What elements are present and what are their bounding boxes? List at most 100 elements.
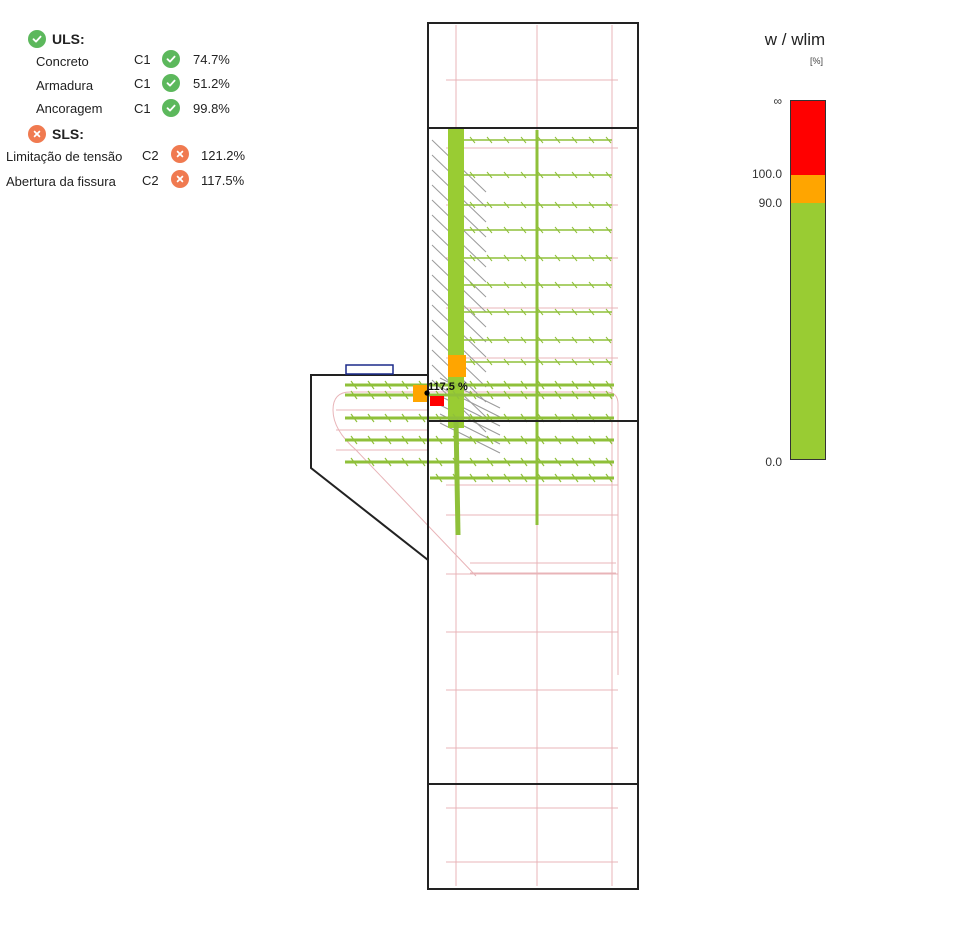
strut-tick	[554, 201, 561, 209]
strut-tick	[537, 308, 544, 316]
check-label-armadura: Armadura	[36, 78, 94, 93]
check-circle-icon	[162, 74, 180, 92]
strut-tick	[571, 254, 578, 262]
check-combo-concreto: C1	[134, 52, 151, 67]
strut-tick	[503, 358, 510, 366]
strut-tick	[588, 201, 595, 209]
strut-tick	[486, 226, 493, 234]
structure-outline	[310, 22, 639, 890]
check-value-concreto: 74.7%	[193, 52, 230, 67]
strut-tick	[520, 435, 528, 445]
strut-tick	[537, 457, 545, 467]
strut-tick	[588, 358, 595, 366]
strut-tick	[520, 254, 527, 262]
strut-tick	[537, 136, 544, 144]
strut-tick	[520, 336, 527, 344]
strut-tick	[605, 226, 612, 234]
strut-tick	[435, 380, 443, 390]
strut-tick	[588, 136, 595, 144]
strut-tick	[554, 457, 562, 467]
check-label-limitacao-tensao: Limitação de tensão	[6, 149, 123, 164]
strut-tick	[605, 201, 612, 209]
strut-tick	[350, 380, 358, 390]
legend-tick-0: 0.0	[765, 455, 782, 469]
strut-tick	[554, 390, 562, 400]
check-value-limitacao-tensao: 121.2%	[201, 148, 246, 163]
strut-layer	[345, 128, 614, 536]
strut-tick	[469, 457, 477, 467]
strut-tick	[571, 226, 578, 234]
strut-tick	[605, 435, 613, 445]
strut-tick	[350, 413, 358, 423]
x-circle-icon	[171, 170, 189, 188]
strut-tick	[401, 435, 409, 445]
checks-panel: ULS: Concreto C1 74.7% Armadura C1 51.2%…	[0, 0, 300, 200]
strut-tick	[503, 281, 510, 289]
bearing-plate	[345, 364, 394, 375]
strut-tick	[588, 473, 596, 483]
check-circle-icon	[28, 30, 46, 48]
strut-tick	[503, 390, 511, 400]
strut-tick	[452, 435, 460, 445]
strut-tick	[350, 457, 358, 467]
check-combo-ancoragem: C1	[134, 101, 151, 116]
strut-tick	[486, 435, 494, 445]
strut-tick	[571, 171, 578, 179]
strut-tick	[588, 281, 595, 289]
strut-tick	[469, 380, 477, 390]
strut-tick	[571, 358, 578, 366]
strut-tick	[537, 254, 544, 262]
strut-tick	[520, 473, 528, 483]
strut-tick	[469, 358, 476, 366]
check-value-ancoragem: 99.8%	[193, 101, 230, 116]
strut-tick	[520, 281, 527, 289]
strut-tick	[571, 457, 579, 467]
strut-tick	[486, 336, 493, 344]
strut-tick	[520, 457, 528, 467]
strut-tick	[452, 457, 460, 467]
strut-tick	[452, 380, 460, 390]
strut-tick	[435, 457, 443, 467]
strut-tick	[367, 380, 375, 390]
strut-tick	[486, 171, 493, 179]
strut-tick	[571, 281, 578, 289]
critical-region-orange	[448, 355, 466, 377]
strut-tick	[350, 435, 358, 445]
strut-tick	[520, 226, 527, 234]
check-label-ancoragem: Ancoragem	[36, 101, 103, 116]
legend-tick-inf: ∞	[773, 94, 782, 108]
strut-tick	[537, 336, 544, 344]
strut-tick	[435, 435, 443, 445]
strut-tick	[503, 201, 510, 209]
legend-title: w / wlim	[764, 30, 826, 49]
strut-tick	[554, 358, 561, 366]
strut-tick	[571, 473, 579, 483]
strut-tick	[605, 390, 613, 400]
strut-tick	[469, 226, 476, 234]
strut-tick	[520, 308, 527, 316]
check-circle-icon	[162, 99, 180, 117]
stirrups-layer	[336, 79, 618, 863]
strut-tick	[605, 457, 613, 467]
strut-tick	[571, 390, 579, 400]
legend-tick-100: 100.0	[751, 167, 782, 181]
strut-tick	[367, 457, 375, 467]
strut-tick	[520, 201, 527, 209]
legend: w / wlim [%] ∞ 100.0 90.0 0.0	[740, 20, 860, 480]
strut-tick	[537, 390, 545, 400]
strut-tick	[520, 390, 528, 400]
check-combo-limitacao-tensao: C2	[142, 148, 159, 163]
strut-tick	[554, 336, 561, 344]
check-combo-armadura: C1	[134, 76, 151, 91]
check-circle-icon	[162, 50, 180, 68]
strut-tick	[537, 201, 544, 209]
strut-tick	[588, 226, 595, 234]
strut-tick	[486, 358, 493, 366]
strut-tick	[486, 390, 494, 400]
strut-tick	[571, 380, 579, 390]
strut-tick	[588, 435, 596, 445]
strut-tick	[401, 390, 409, 400]
strut-tick	[537, 473, 545, 483]
strut-tick	[605, 473, 613, 483]
strut-tick	[503, 435, 511, 445]
